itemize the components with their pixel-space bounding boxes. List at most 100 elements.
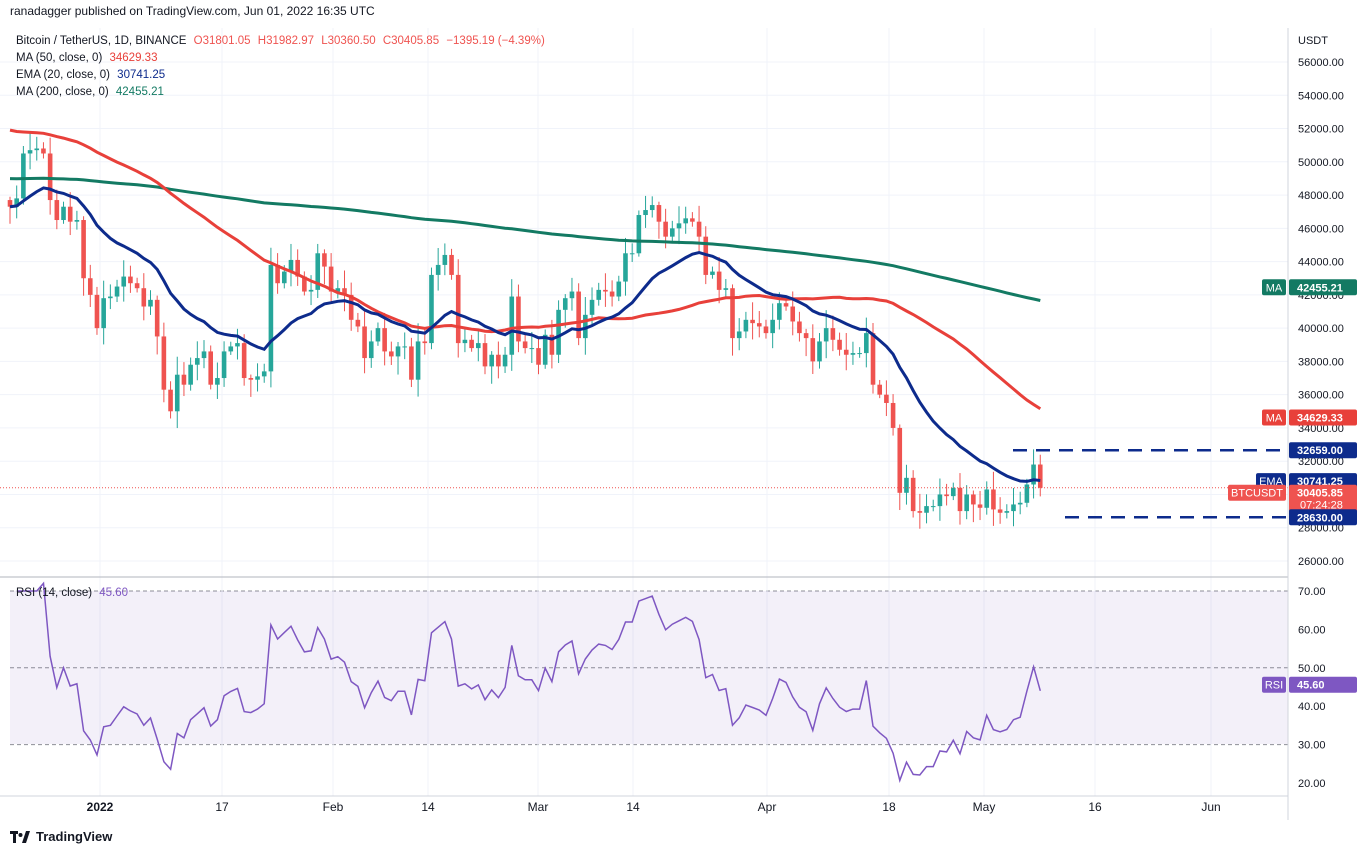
candle-body (94, 294, 100, 329)
candle-body (656, 205, 662, 222)
last-price-value: 30405.85 (1297, 488, 1343, 500)
candle-body (114, 286, 120, 297)
tradingview-logo[interactable]: TradingView (10, 829, 112, 844)
candle-body (248, 378, 254, 380)
candle-body (34, 148, 40, 151)
candle-body (348, 294, 354, 320)
price-tick-label: 44000.00 (1298, 257, 1344, 269)
candle-body (462, 339, 468, 344)
candle-body (897, 427, 903, 493)
symbol-label: Bitcoin / TetherUS, 1D, BINANCE (16, 35, 187, 47)
candle-body (429, 274, 434, 344)
candle-body (409, 346, 414, 380)
price-tick-label: 56000.00 (1298, 57, 1344, 69)
candle-body (522, 341, 528, 349)
rsi-tick-label: 30.00 (1298, 740, 1326, 752)
candle-body (422, 341, 428, 344)
candle-body (208, 351, 213, 385)
candle-body (288, 259, 294, 272)
ema20-legend-value: 30741.25 (117, 69, 166, 81)
candle-body (569, 291, 575, 299)
candle-body (14, 198, 19, 207)
price-tick-label: 36000.00 (1298, 390, 1344, 402)
time-tick-label: Apr (758, 800, 777, 814)
time-tick-label: 18 (882, 800, 896, 814)
symbol-badge-label: BTCUSDT (1231, 488, 1283, 500)
candle-body (536, 348, 541, 365)
candle-body (991, 489, 996, 510)
candle-body (830, 328, 836, 340)
candle-body (81, 220, 86, 279)
price-tick-label: 26000.00 (1298, 556, 1344, 568)
time-tick-label: 14 (626, 800, 640, 814)
rsi-legend[interactable]: RSI (14, close) 45.60 (16, 587, 128, 599)
ma50-label-badge (1262, 409, 1286, 426)
ma200-value: 42455.21 (1297, 282, 1343, 294)
candle-body (850, 353, 856, 355)
candle-body (636, 215, 642, 254)
publisher-header: ranadagger published on TradingView.com,… (10, 4, 375, 18)
candle-body (27, 150, 33, 154)
candle-body (549, 334, 555, 355)
resistance-value: 32659.00 (1297, 445, 1343, 457)
price-tick-label: 48000.00 (1298, 190, 1344, 202)
candle-body (690, 218, 695, 222)
candle-body (770, 319, 775, 334)
candle-body (368, 341, 374, 359)
candle-body (971, 494, 976, 505)
candle-body (924, 506, 929, 513)
ma50-legend-label: MA (50, close, 0) (16, 52, 103, 64)
candle-body (696, 221, 702, 237)
ma200-legend[interactable]: MA (200, close, 0) 42455.21 (16, 86, 164, 98)
candle-body (41, 148, 46, 154)
candle-body (195, 358, 200, 365)
ma50-value-badge (1289, 409, 1357, 426)
candle-body (101, 298, 106, 329)
candle-body (375, 328, 381, 342)
time-tick-label: 17 (215, 800, 229, 814)
ma50-legend-value: 34629.33 (109, 52, 158, 64)
tradingview-brand: TradingView (36, 829, 113, 844)
candle-body (442, 254, 448, 265)
candle-body (335, 288, 341, 292)
price-tick-label: 50000.00 (1298, 157, 1344, 169)
candle-body (215, 378, 220, 385)
candle-body (469, 339, 474, 349)
candle-body (322, 253, 327, 267)
currency-label: USDT (1298, 35, 1328, 47)
candle-body (736, 331, 742, 339)
symbol-legend: Bitcoin / TetherUS, 1D, BINANCE O31801.0… (16, 35, 545, 47)
price-tick-label: 28000.00 (1298, 523, 1344, 535)
rsi-legend-value: 45.60 (99, 587, 129, 599)
candle-body (121, 276, 127, 287)
candle-body (382, 328, 387, 352)
candle-body (21, 153, 26, 199)
candle-body (389, 351, 394, 357)
ma50-legend[interactable]: MA (50, close, 0) 34629.33 (16, 52, 157, 64)
candle-body (843, 349, 849, 355)
candle-body (154, 299, 160, 337)
candle-body (803, 333, 809, 339)
resistance-value-badge (1289, 442, 1357, 459)
candle-body (302, 276, 307, 292)
candle-body (589, 299, 595, 315)
price-tick-label: 32000.00 (1298, 456, 1344, 468)
candle-body (910, 477, 916, 512)
open-value: O31801.05 (193, 35, 251, 47)
candle-body (496, 354, 501, 367)
candle-body (676, 223, 682, 229)
time-tick-label: Feb (323, 800, 344, 814)
candle-body (997, 509, 1003, 513)
candle-body (904, 477, 909, 493)
candle-body (87, 278, 93, 295)
candle-body (261, 371, 267, 377)
candle-body (308, 289, 314, 292)
candle-body (174, 374, 180, 412)
ema20-legend[interactable]: EMA (20, close, 0) 30741.25 (16, 69, 165, 81)
candle-body (984, 489, 990, 508)
candle-body (583, 314, 588, 339)
candle-body (743, 319, 749, 332)
candle-body (108, 296, 113, 299)
candle-body (509, 296, 515, 355)
